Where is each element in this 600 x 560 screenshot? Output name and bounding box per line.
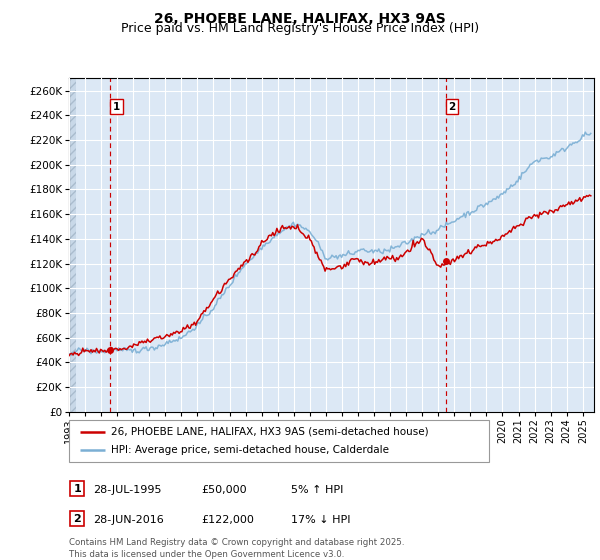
Text: £50,000: £50,000 [201,485,247,495]
Bar [70,482,85,496]
Text: 5% ↑ HPI: 5% ↑ HPI [291,485,343,495]
Text: 1: 1 [74,484,81,494]
Text: £122,000: £122,000 [201,515,254,525]
Text: 28-JUN-2016: 28-JUN-2016 [93,515,164,525]
Bar [70,511,85,526]
Text: 26, PHOEBE LANE, HALIFAX, HX3 9AS: 26, PHOEBE LANE, HALIFAX, HX3 9AS [154,12,446,26]
Text: 26, PHOEBE LANE, HALIFAX, HX3 9AS (semi-detached house): 26, PHOEBE LANE, HALIFAX, HX3 9AS (semi-… [111,427,428,437]
Text: 2: 2 [449,102,456,112]
Text: 17% ↓ HPI: 17% ↓ HPI [291,515,350,525]
Text: HPI: Average price, semi-detached house, Calderdale: HPI: Average price, semi-detached house,… [111,445,389,455]
Text: 2: 2 [74,514,81,524]
Text: Price paid vs. HM Land Registry's House Price Index (HPI): Price paid vs. HM Land Registry's House … [121,22,479,35]
Text: 28-JUL-1995: 28-JUL-1995 [93,485,161,495]
Text: 1: 1 [113,102,120,112]
Text: Contains HM Land Registry data © Crown copyright and database right 2025.
This d: Contains HM Land Registry data © Crown c… [69,538,404,559]
